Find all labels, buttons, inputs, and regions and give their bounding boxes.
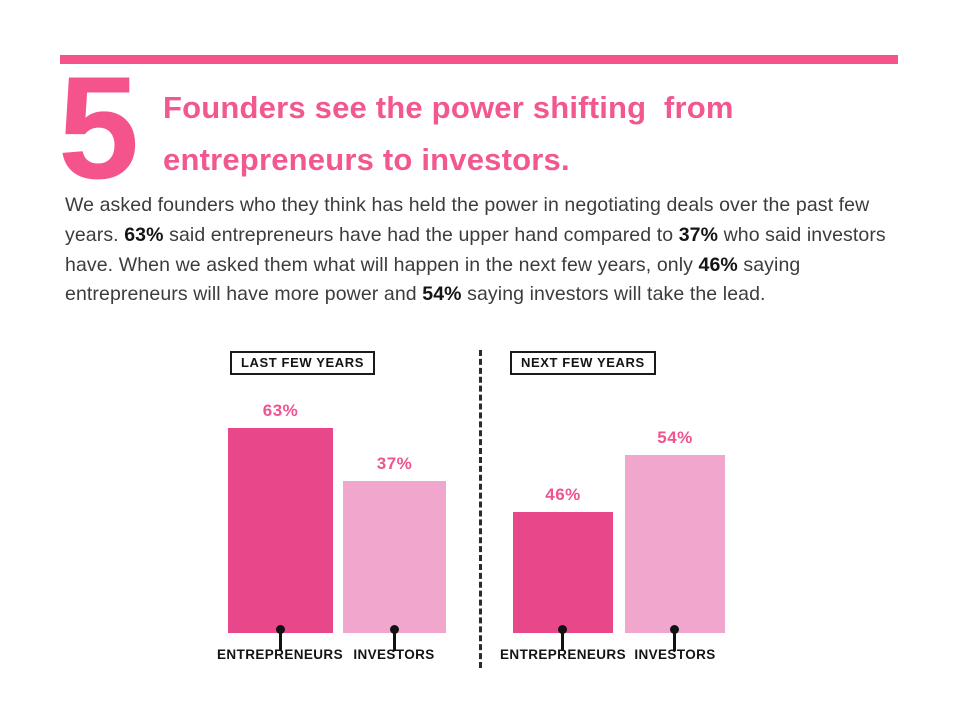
pin-stem (673, 633, 676, 651)
pin-stem (393, 633, 396, 651)
category-label-entrepreneurs: ENTREPRENEURS (500, 647, 626, 662)
dashed-divider-line (479, 350, 482, 668)
bar-group-next-entrepreneurs: 46% (513, 485, 613, 633)
bar-last-investors (343, 481, 446, 633)
bar-value-label: 37% (376, 454, 413, 473)
pin-marker (390, 625, 399, 651)
section-title-line1: Founders see the power shifting from (163, 90, 734, 125)
pin-dot-icon (670, 625, 679, 634)
bar-group-last-entrepreneurs: 63% (228, 401, 333, 633)
bar-group-next-investors: 54% (625, 428, 725, 633)
bar-value-label: 54% (657, 428, 693, 447)
section-title-line2: entrepreneurs to investors. (163, 142, 570, 177)
pin-stem (561, 633, 564, 651)
bar-last-entrepreneurs (228, 428, 333, 633)
pin-marker (558, 625, 567, 651)
category-label-entrepreneurs: ENTREPRENEURS (217, 647, 343, 662)
bar-value-label: 63% (262, 401, 299, 420)
chart-title-next-few-years: NEXT FEW YEARS (510, 351, 656, 375)
pin-marker (670, 625, 679, 651)
pin-stem (279, 633, 282, 651)
section-title: Founders see the power shifting from ent… (163, 82, 734, 186)
pin-dot-icon (276, 625, 285, 634)
section-number: 5 (58, 46, 139, 209)
chart-title-last-few-years: LAST FEW YEARS (230, 351, 376, 375)
intro-paragraph: We asked founders who they think has hel… (65, 194, 886, 306)
category-label-investors: INVESTORS (634, 647, 716, 662)
bar-next-investors (625, 455, 725, 633)
top-accent-rule (60, 55, 898, 64)
bar-next-entrepreneurs (513, 512, 613, 633)
category-label-investors: INVESTORS (353, 647, 435, 662)
bar-group-last-investors: 37% (343, 454, 446, 633)
pin-dot-icon (558, 625, 567, 634)
bar-value-label: 46% (545, 485, 581, 504)
pin-dot-icon (390, 625, 399, 634)
pin-marker (276, 625, 285, 651)
